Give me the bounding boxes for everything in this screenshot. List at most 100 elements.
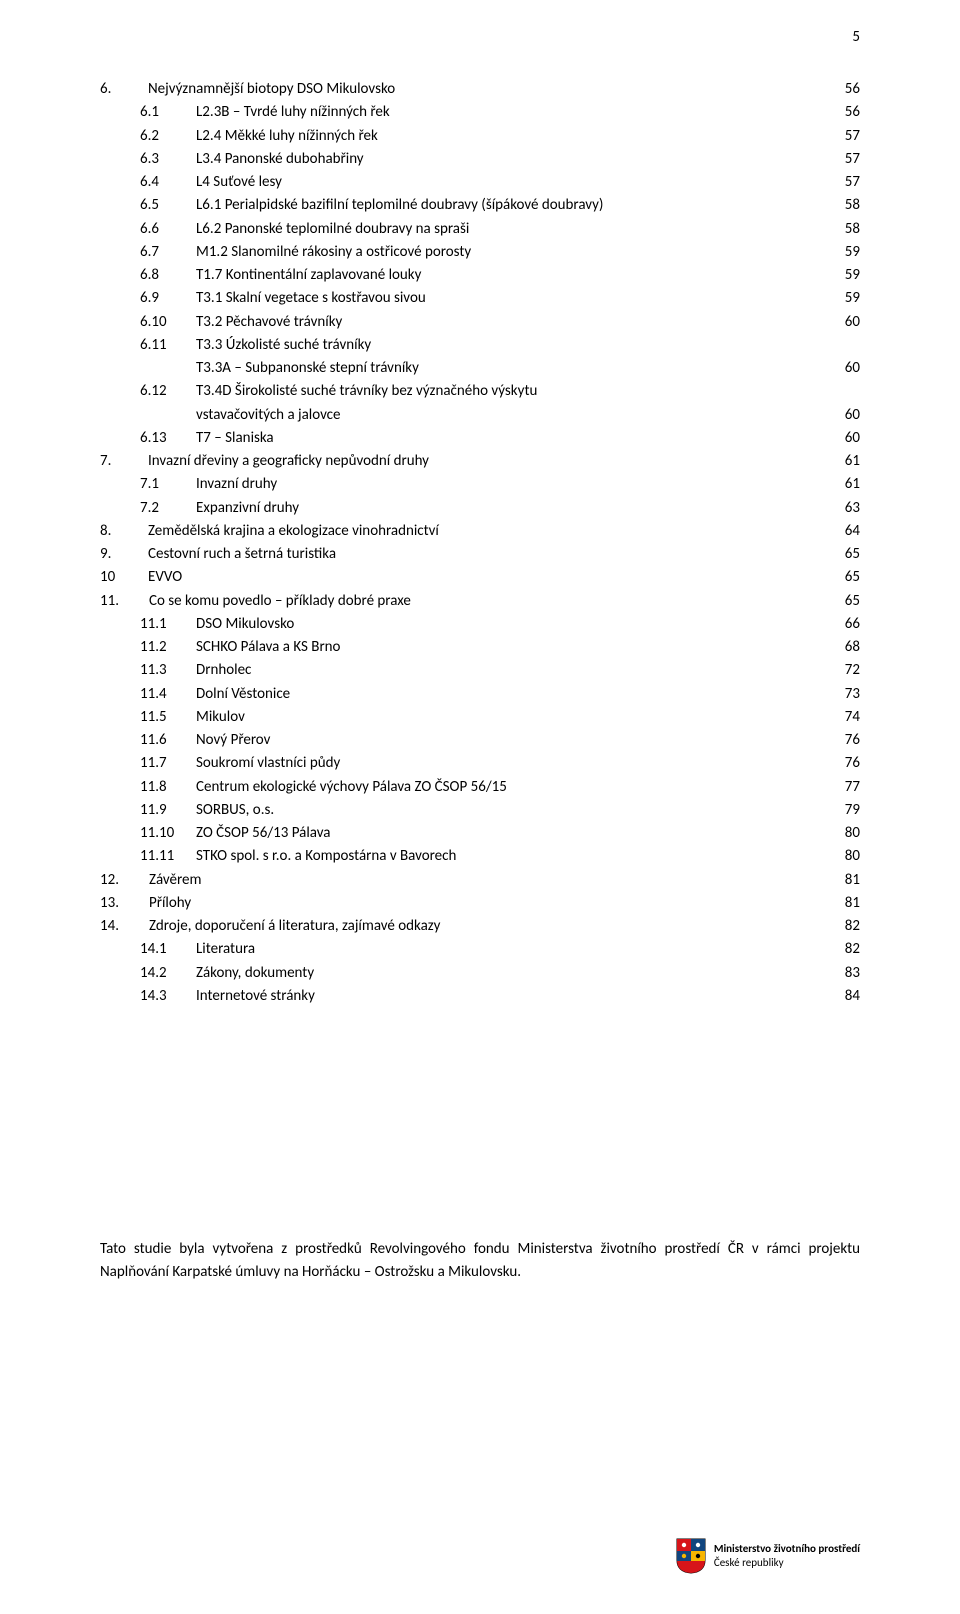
toc-row: 6.5L6.1 Perialpidské bazifilní teplomiln… xyxy=(100,194,860,217)
toc-row: 6.Nejvýznamnější biotopy DSO Mikulovsko5… xyxy=(100,78,860,101)
toc-row: 6.4L4 Suťové lesy57 xyxy=(100,171,860,194)
toc-page-number: 65 xyxy=(828,590,860,613)
toc-label: Cestovní ruch a šetrná turistika xyxy=(148,543,828,566)
toc-row: 6.3L3.4 Panonské dubohabřiny57 xyxy=(100,148,860,171)
toc-label: Nový Přerov xyxy=(196,729,828,752)
toc-page-number xyxy=(828,334,860,357)
toc-row: 6.6L6.2 Panonské teplomilné doubravy na … xyxy=(100,218,860,241)
toc-number: 6.7 xyxy=(100,241,196,264)
toc-page-number: 57 xyxy=(828,125,860,148)
toc-number: 13. xyxy=(100,892,149,915)
toc-row: 13.Přílohy81 xyxy=(100,892,860,915)
toc-number: 7.2 xyxy=(100,497,196,520)
toc-row: 9.Cestovní ruch a šetrná turistika65 xyxy=(100,543,860,566)
toc-number: 11.5 xyxy=(100,706,196,729)
ministry-name-line1: Ministerstvo životního prostředí xyxy=(714,1542,860,1556)
toc-label: L2.3B – Tvrdé luhy nížinných řek xyxy=(196,101,828,124)
toc-page-number: 80 xyxy=(828,822,860,845)
toc-row: 14.2Zákony, dokumenty83 xyxy=(100,962,860,985)
toc-row: 11.Co se komu povedlo – příklady dobré p… xyxy=(100,590,860,613)
toc-number: 11.10 xyxy=(100,822,196,845)
toc-row: 6.8T1.7 Kontinentální zaplavované louky5… xyxy=(100,264,860,287)
toc-row: 11.7Soukromí vlastníci půdy76 xyxy=(100,752,860,775)
toc-page-number: 82 xyxy=(828,938,860,961)
table-of-contents: 6.Nejvýznamnější biotopy DSO Mikulovsko5… xyxy=(100,78,860,1008)
toc-row: 11.6Nový Přerov76 xyxy=(100,729,860,752)
toc-page-number: 82 xyxy=(828,915,860,938)
toc-page-number: 61 xyxy=(828,450,860,473)
toc-label: L2.4 Měkké luhy nížinných řek xyxy=(196,125,828,148)
toc-number: 6.9 xyxy=(100,287,196,310)
toc-label: vstavačovitých a jalovce xyxy=(196,404,828,427)
toc-label: Zákony, dokumenty xyxy=(196,962,828,985)
toc-row: 8.Zemědělská krajina a ekologizace vinoh… xyxy=(100,520,860,543)
toc-row: 14.1Literatura82 xyxy=(100,938,860,961)
toc-label: Soukromí vlastníci půdy xyxy=(196,752,828,775)
toc-page-number: 83 xyxy=(828,962,860,985)
toc-page-number: 58 xyxy=(828,194,860,217)
toc-row: 11.3Drnholec72 xyxy=(100,659,860,682)
toc-page-number: 59 xyxy=(828,264,860,287)
toc-label: Expanzivní druhy xyxy=(196,497,828,520)
toc-label: L4 Suťové lesy xyxy=(196,171,828,194)
toc-label: M1.2 Slanomilné rákosiny a ostřicové por… xyxy=(196,241,828,264)
toc-page-number: 56 xyxy=(828,78,860,101)
toc-page-number: 76 xyxy=(828,729,860,752)
toc-row: 14.3Internetové stránky84 xyxy=(100,985,860,1008)
toc-number: 7. xyxy=(100,450,148,473)
toc-number: 6.4 xyxy=(100,171,196,194)
toc-page-number: 56 xyxy=(828,101,860,124)
toc-number: 11.2 xyxy=(100,636,196,659)
toc-label: Závěrem xyxy=(149,869,828,892)
toc-row: 6.7M1.2 Slanomilné rákosiny a ostřicové … xyxy=(100,241,860,264)
toc-number: 8. xyxy=(100,520,148,543)
toc-page-number: 60 xyxy=(828,427,860,450)
toc-label: T3.3 Úzkolisté suché trávníky xyxy=(196,334,828,357)
toc-row: 7.2Expanzivní druhy63 xyxy=(100,497,860,520)
toc-page-number: 66 xyxy=(828,613,860,636)
toc-row: 12.Závěrem81 xyxy=(100,869,860,892)
toc-label: Internetové stránky xyxy=(196,985,828,1008)
toc-label: T3.4D Širokolisté suché trávníky bez výz… xyxy=(196,380,828,403)
toc-row: 6.10T3.2 Pěchavové trávníky60 xyxy=(100,311,860,334)
toc-label: T3.2 Pěchavové trávníky xyxy=(196,311,828,334)
toc-number: 11.7 xyxy=(100,752,196,775)
toc-label: Drnholec xyxy=(196,659,828,682)
toc-row: 10EVVO65 xyxy=(100,566,860,589)
toc-row: vstavačovitých a jalovce60 xyxy=(100,404,860,427)
toc-label: T3.1 Skalní vegetace s kostřavou sivou xyxy=(196,287,828,310)
toc-label: T7 – Slaniska xyxy=(196,427,828,450)
toc-number xyxy=(100,357,196,380)
toc-label: Co se komu povedlo – příklady dobré prax… xyxy=(149,590,828,613)
toc-row: 11.11STKO spol. s r.o. a Kompostárna v B… xyxy=(100,845,860,868)
toc-number: 11.3 xyxy=(100,659,196,682)
toc-page-number: 68 xyxy=(828,636,860,659)
toc-row: 7.Invazní dřeviny a geograficky nepůvodn… xyxy=(100,450,860,473)
toc-number: 11. xyxy=(100,590,149,613)
toc-page-number: 63 xyxy=(828,497,860,520)
toc-row: 7.1Invazní druhy61 xyxy=(100,473,860,496)
toc-label: Invazní dřeviny a geograficky nepůvodní … xyxy=(148,450,828,473)
toc-page-number: 61 xyxy=(828,473,860,496)
toc-row: 6.2L2.4 Měkké luhy nížinných řek57 xyxy=(100,125,860,148)
toc-page-number: 72 xyxy=(828,659,860,682)
toc-label: Nejvýznamnější biotopy DSO Mikulovsko xyxy=(148,78,828,101)
toc-row: 11.4Dolní Věstonice73 xyxy=(100,683,860,706)
toc-number: 6.6 xyxy=(100,218,196,241)
toc-row: 6.13T7 – Slaniska60 xyxy=(100,427,860,450)
toc-number: 6.11 xyxy=(100,334,196,357)
toc-page-number: 60 xyxy=(828,404,860,427)
toc-label: T1.7 Kontinentální zaplavované louky xyxy=(196,264,828,287)
toc-row: T3.3A – Subpanonské stepní trávníky60 xyxy=(100,357,860,380)
toc-label: Zdroje, doporučení á literatura, zajímav… xyxy=(149,915,828,938)
ministry-name-line2: České republiky xyxy=(714,1556,860,1570)
toc-number: 14.1 xyxy=(100,938,196,961)
toc-number: 11.8 xyxy=(100,776,196,799)
toc-number: 6.5 xyxy=(100,194,196,217)
toc-row: 6.12T3.4D Širokolisté suché trávníky bez… xyxy=(100,380,860,403)
toc-page-number: 57 xyxy=(828,148,860,171)
toc-label: Centrum ekologické výchovy Pálava ZO ČSO… xyxy=(196,776,828,799)
toc-number: 6.3 xyxy=(100,148,196,171)
toc-page-number: 59 xyxy=(828,287,860,310)
toc-page-number: 59 xyxy=(828,241,860,264)
